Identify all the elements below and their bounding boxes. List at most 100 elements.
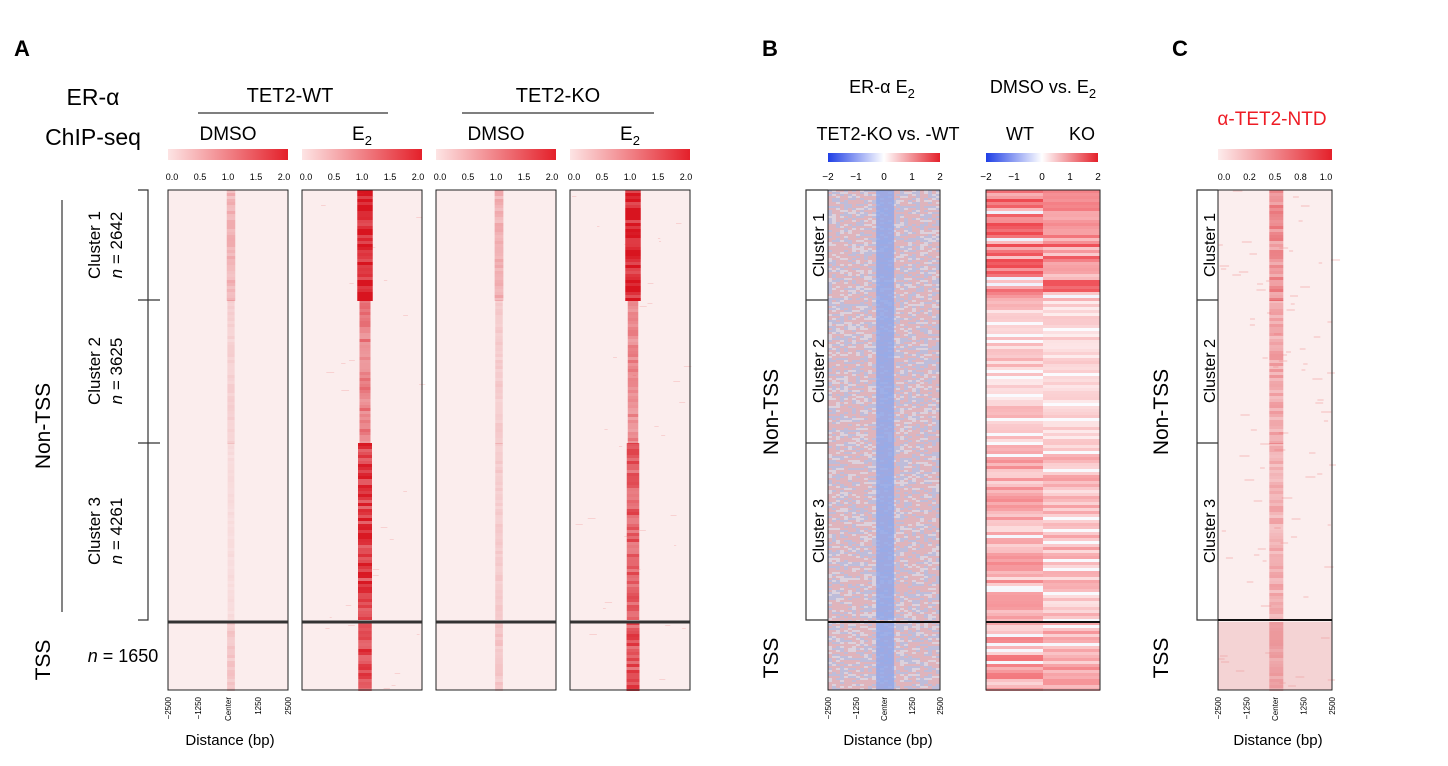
heatmap-cell (860, 296, 864, 298)
heatmap-stripe (359, 327, 371, 330)
heatmap-cell (904, 356, 908, 358)
heatmap-cell (852, 216, 856, 218)
heatmap-cell (836, 294, 840, 296)
heatmap-cell (936, 246, 940, 248)
heatmap-cell (856, 470, 860, 472)
heatmap-cell (832, 240, 836, 242)
heatmap-cell (836, 210, 840, 212)
heatmap-cell (832, 346, 836, 348)
heatmap-cell (916, 240, 920, 242)
heatmap-cell (844, 294, 848, 296)
heatmap-cell (836, 380, 840, 382)
heatmap-cell (836, 350, 840, 352)
heatmap-stripe (227, 381, 235, 384)
heatmap-cell (860, 286, 864, 288)
heatmap-noise (624, 244, 630, 245)
heatmap-cell (860, 412, 864, 414)
heatmap-stripe (357, 295, 373, 298)
heatmap-cell (852, 284, 856, 286)
heatmap-cell (908, 392, 912, 394)
heatmap-cell (836, 450, 840, 452)
heatmap-cell (896, 266, 900, 268)
heatmap-cell (908, 364, 912, 366)
heatmap-cell (856, 396, 860, 398)
heatmap-cell (872, 282, 876, 284)
heatmap-cell (852, 228, 856, 230)
heatmap-cell (864, 288, 868, 290)
heatmap-cell (840, 440, 844, 442)
heatmap-cell (828, 240, 832, 242)
heatmap-stripe (625, 205, 641, 208)
heatmap-cell (904, 316, 908, 318)
heatmap-cell (912, 208, 916, 210)
heatmap-a-4 (569, 189, 692, 691)
heatmap-cell (832, 356, 836, 358)
heatmap-cell (864, 440, 868, 442)
heatmap-cell (912, 436, 916, 438)
heatmap-cell (836, 362, 840, 364)
heatmap-cell (828, 458, 832, 460)
heatmap-cell (920, 342, 924, 344)
heatmap-cell (936, 360, 940, 362)
heatmap-cell (836, 422, 840, 424)
heatmap-cell (832, 416, 836, 418)
heatmap-cell (864, 370, 868, 372)
heatmap-cell (900, 434, 904, 436)
heatmap-stripe (359, 336, 371, 339)
heatmap-cell (928, 314, 932, 316)
heatmap-cell (848, 402, 852, 404)
heatmap-cell (932, 258, 936, 260)
heatmap-stripe (626, 646, 640, 649)
heatmap-stripe (495, 333, 503, 336)
heatmap-cell (872, 400, 876, 402)
heatmap-cell (852, 426, 856, 428)
heatmap-cell (924, 370, 928, 372)
heatmap-cell (860, 446, 864, 448)
heatmap-cell (904, 458, 908, 460)
heatmap-cell (868, 202, 872, 204)
heatmap-cell (864, 266, 868, 268)
heatmap-cell (920, 248, 924, 250)
heatmap-cell (864, 474, 868, 476)
heatmap-cell (904, 430, 908, 432)
heatmap-cell (932, 190, 936, 192)
heatmap-cell (896, 240, 900, 242)
heatmap-cell (844, 198, 848, 200)
heatmap-noise (674, 545, 677, 546)
heatmap-cell (864, 464, 868, 466)
heatmap-cell (868, 478, 872, 480)
heatmap-cell (852, 254, 856, 256)
heatmap-stripe (359, 378, 371, 381)
heatmap-cell (900, 294, 904, 296)
heatmap-cell (900, 462, 904, 464)
heatmap-stripe (358, 557, 372, 560)
heatmap-cell (828, 230, 832, 232)
heatmap-cell (872, 466, 876, 468)
heatmap-cell (932, 366, 936, 368)
heatmap-cell (852, 442, 856, 444)
heatmap-stripe (227, 402, 235, 405)
heatmap-cell (848, 248, 852, 250)
heatmap-cell (868, 384, 872, 386)
heatmap-cell (900, 256, 904, 258)
heatmap-cell (920, 468, 924, 470)
heatmap-cell (840, 212, 844, 214)
heatmap-cell (872, 250, 876, 252)
heatmap-noise (636, 569, 641, 570)
heatmap-stripe (626, 614, 640, 617)
region-label-non-tss-a: Non-TSS (32, 383, 55, 469)
heatmap-stripe (626, 652, 640, 655)
heatmap-cell (896, 390, 900, 392)
heatmap-cell (920, 310, 924, 312)
heatmap-cell (928, 410, 932, 412)
heatmap-cell (920, 192, 924, 194)
heatmap-cell (840, 230, 844, 232)
heatmap-cell (836, 356, 840, 358)
heatmap-cell (872, 366, 876, 368)
heatmap-cell (832, 442, 836, 444)
heatmap-cell (900, 202, 904, 204)
heatmap-cell (932, 318, 936, 320)
heatmap-noise (325, 628, 330, 629)
heatmap-cell (860, 448, 864, 450)
heatmap-cell (852, 210, 856, 212)
